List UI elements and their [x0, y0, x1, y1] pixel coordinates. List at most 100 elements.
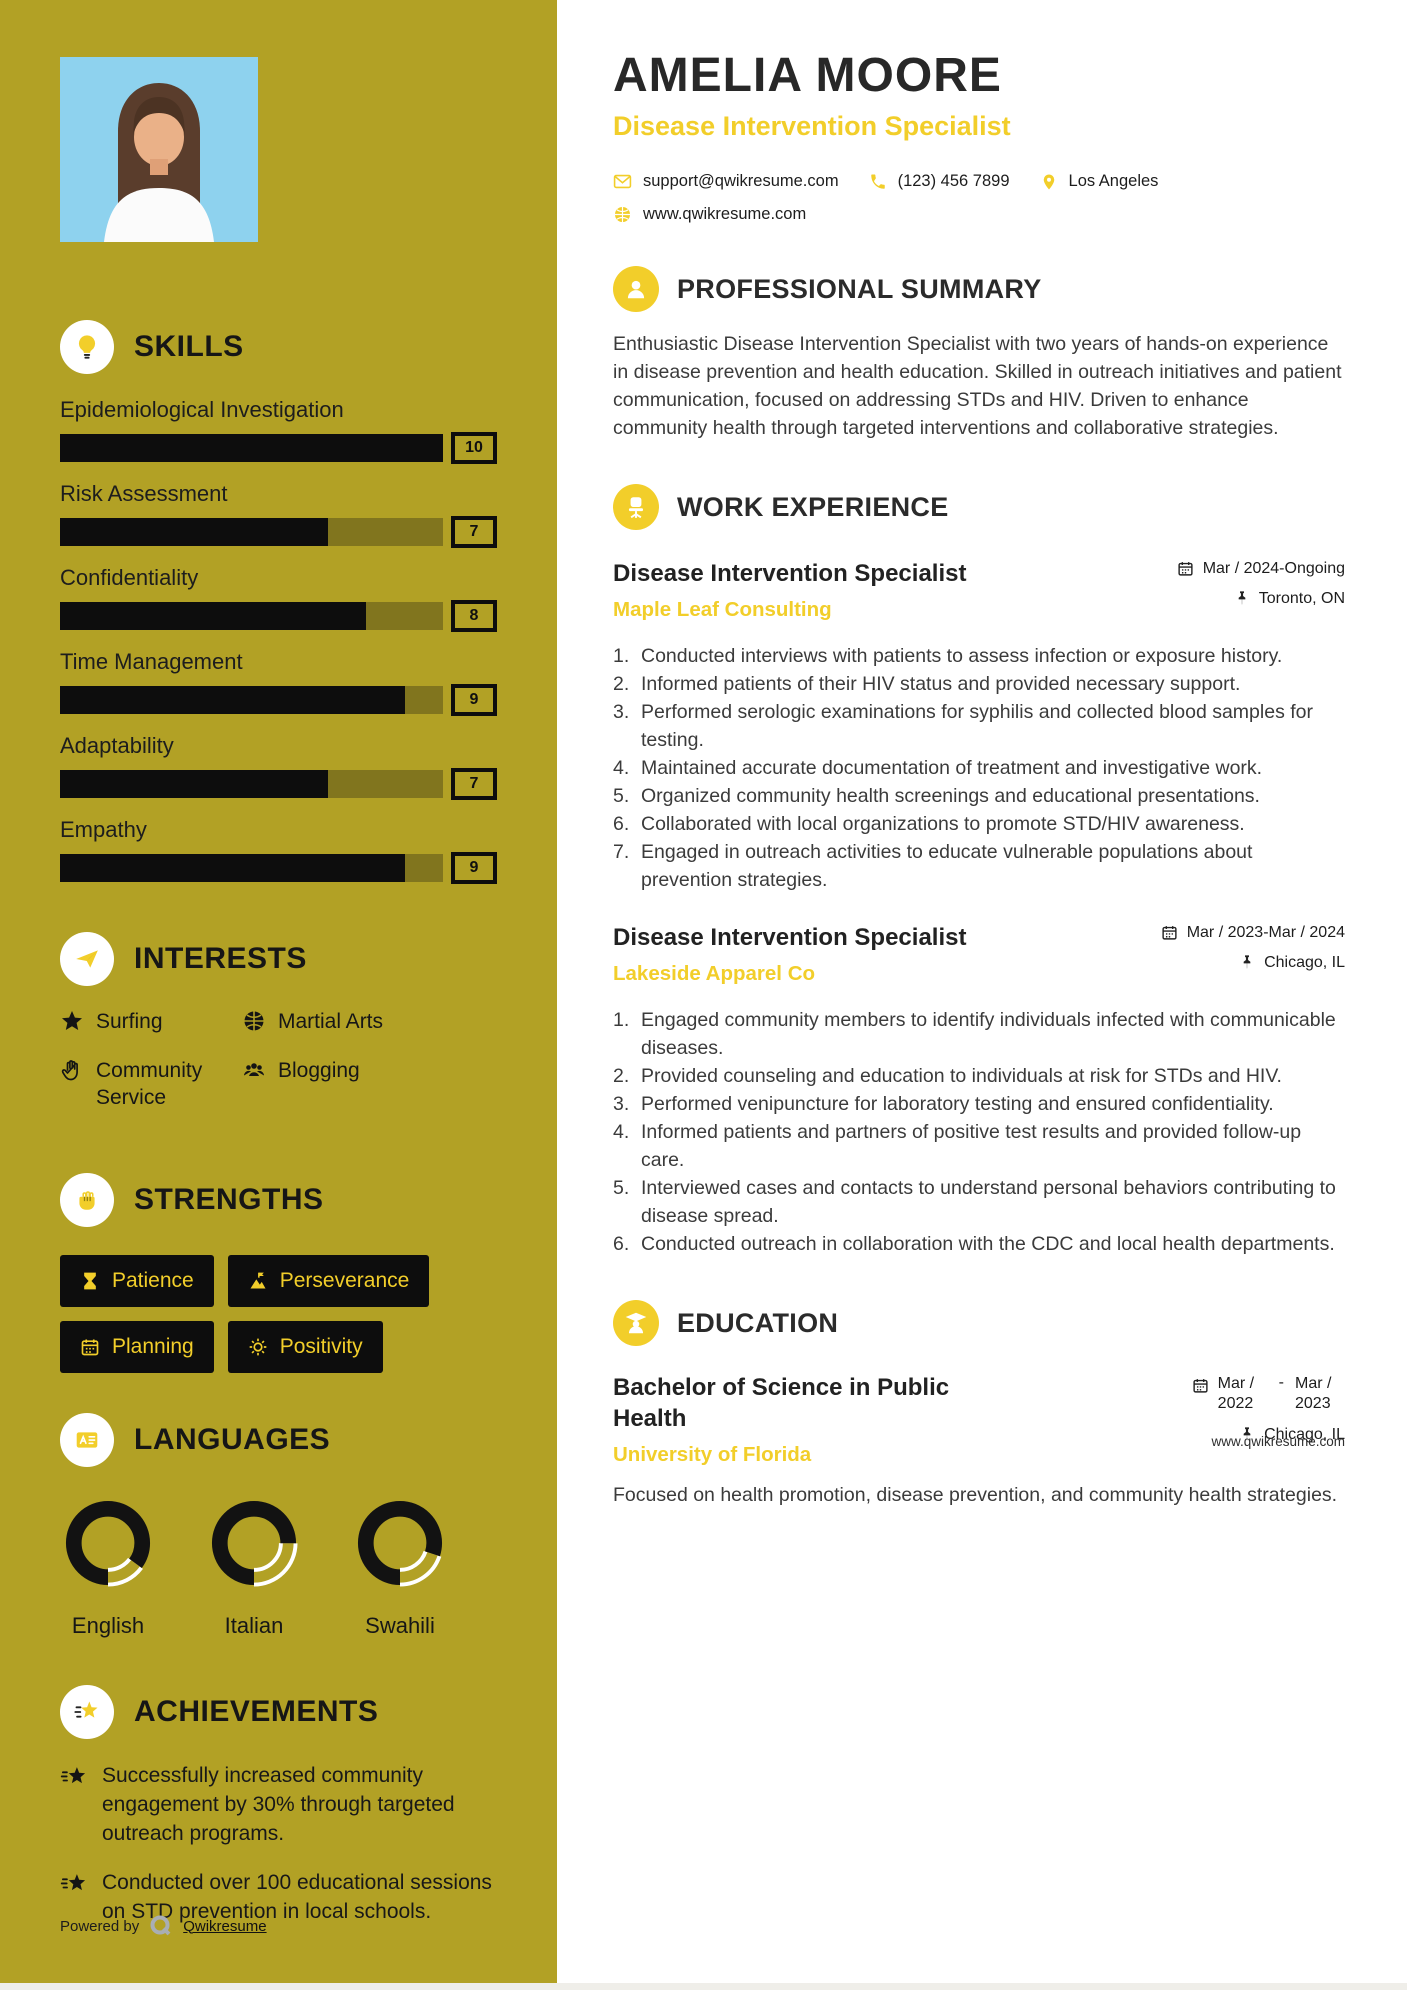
language-item: English: [60, 1499, 156, 1639]
education-section-header: EDUCATION: [613, 1300, 1345, 1346]
language-label: English: [71, 1613, 145, 1638]
achievements-section-header: ACHIEVEMENTS: [60, 1685, 497, 1739]
language-item: Italian: [206, 1499, 302, 1639]
contact-email[interactable]: support@qwikresume.com: [613, 172, 839, 191]
calendar-icon: [1193, 1379, 1208, 1393]
jobs-list: Disease Intervention Specialist Maple Le…: [613, 558, 1345, 1258]
skill-track: [60, 854, 443, 882]
job-role: Disease Intervention Specialist: [613, 924, 967, 951]
person-icon: [613, 266, 659, 312]
achievement-item: Conducted over 100 educational sessions …: [60, 1868, 497, 1926]
date-separator: -: [1278, 1374, 1284, 1391]
job-location: Chicago, IL: [1239, 954, 1345, 972]
achievement-text: Successfully increased community engagem…: [102, 1764, 455, 1845]
skill-item: Adaptability 7: [60, 732, 497, 800]
strengths-section-header: STRENGTHS: [60, 1173, 497, 1227]
job-bullet: Maintained accurate documentation of tre…: [613, 754, 1263, 782]
skill-item: Empathy 9: [60, 816, 497, 884]
summary-section-header: PROFESSIONAL SUMMARY: [613, 266, 1345, 312]
skill-label: Risk Assessment: [60, 481, 228, 506]
skill-label: Epidemiological Investigation: [60, 397, 344, 422]
job-bullets: Engaged community members to identify in…: [613, 1006, 1345, 1258]
language-label: Swahili: [365, 1613, 435, 1638]
job-bullet: Informed patients and partners of positi…: [613, 1118, 1302, 1171]
skill-bar: 7: [60, 516, 497, 548]
strength-label: Positivity: [279, 1335, 363, 1358]
skills-list: Epidemiological Investigation 10 Risk As…: [60, 396, 497, 884]
qwikresume-logo: [150, 1915, 171, 1936]
users-icon: [244, 1063, 264, 1076]
skills-title: SKILLS: [134, 330, 244, 363]
strength-label: Perseverance: [279, 1269, 410, 1292]
sidebar: SKILLS Epidemiological Investigation 10 …: [0, 0, 557, 1990]
education-title: EDUCATION: [677, 1307, 839, 1338]
shooting-star-icon: [60, 1685, 114, 1739]
skill-track: [60, 686, 443, 714]
skill-fill: [60, 854, 405, 882]
skill-value: 7: [451, 516, 497, 548]
sun-icon: [249, 1338, 267, 1356]
summary-text: Enthusiastic Disease Intervention Specia…: [613, 333, 1342, 439]
skill-track: [60, 518, 443, 546]
interest-label: Martial Arts: [278, 1010, 384, 1033]
job-location: Toronto, ON: [1234, 590, 1345, 608]
skill-value: 9: [451, 852, 497, 884]
strength-label: Patience: [112, 1269, 194, 1292]
experience-title: WORK EXPERIENCE: [677, 491, 949, 522]
pushpin-icon: [1238, 591, 1246, 605]
contact-phone: (123) 456 7899: [869, 172, 1010, 191]
lightbulb-icon: [60, 320, 114, 374]
job-company: Lakeside Apparel Co: [613, 962, 816, 985]
skill-item: Time Management 9: [60, 648, 497, 716]
job-dates: Mar / 2023-Mar / 2024: [1161, 924, 1345, 942]
skill-value: 10: [451, 432, 497, 464]
skill-bar: 9: [60, 852, 497, 884]
skill-value: 9: [451, 684, 497, 716]
job-bullet: Conducted interviews with patients to as…: [613, 642, 1283, 670]
strength-pill: Perseverance: [227, 1255, 430, 1307]
strength-pill: Planning: [60, 1321, 214, 1373]
bottom-strip: [0, 1983, 1407, 1990]
skill-item: Risk Assessment 7: [60, 480, 497, 548]
language-donut-chart: [210, 1499, 298, 1587]
calendar-icon: [1178, 562, 1193, 576]
main-column: AMELIA MOORE Disease Intervention Specia…: [557, 0, 1407, 1509]
calendar-icon: [1162, 926, 1177, 940]
contact-website[interactable]: www.qwikresume.com: [613, 205, 806, 224]
contact-location: Los Angeles: [1040, 172, 1158, 191]
achievement-text: Conducted over 100 educational sessions …: [102, 1871, 492, 1923]
language-donut-chart: [64, 1499, 152, 1587]
job-bullet: Organized community health screenings an…: [613, 782, 1260, 810]
education-entry: Bachelor of Science in Public Health Uni…: [613, 1372, 1345, 1509]
skill-bar: 10: [60, 432, 497, 464]
job-entry: Disease Intervention Specialist Lakeside…: [613, 922, 1345, 1258]
job-bullet: Engaged community members to identify in…: [613, 1006, 1336, 1059]
mountain-flag-icon: [250, 1272, 266, 1289]
job-bullet: Interviewed cases and contacts to unders…: [613, 1174, 1336, 1227]
job-bullets: Conducted interviews with patients to as…: [613, 642, 1345, 894]
graduate-icon: [613, 1300, 659, 1346]
skill-item: Epidemiological Investigation 10: [60, 396, 497, 464]
languages-section-header: LANGUAGES: [60, 1413, 497, 1467]
skill-label: Empathy: [60, 817, 147, 842]
footer-website: www.qwikresume.com: [1211, 1434, 1345, 1449]
degree-name: Bachelor of Science in Public Health: [613, 1374, 950, 1432]
skill-fill: [60, 686, 405, 714]
candidate-name: AMELIA MOORE: [613, 49, 1002, 102]
job-bullet: Informed patients of their HIV status an…: [613, 670, 1241, 698]
school-name: University of Florida: [613, 1443, 812, 1466]
paper-plane-icon: [60, 932, 114, 986]
office-chair-icon: [613, 484, 659, 530]
achievements-list: Successfully increased community engagem…: [60, 1761, 497, 1926]
globe-icon: [244, 1011, 264, 1031]
skill-bar: 9: [60, 684, 497, 716]
skill-value: 8: [451, 600, 497, 632]
education-location: Chicago, IL: [1239, 1426, 1345, 1444]
qwikresume-link[interactable]: Qwikresume: [183, 1917, 267, 1935]
education-dates: Mar / 2022 - Mar / 2023: [1192, 1374, 1345, 1414]
skill-track: [60, 770, 443, 798]
interest-label: Blogging: [278, 1059, 360, 1082]
language-item: Swahili: [352, 1499, 448, 1639]
job-bullet: Conducted outreach in collaboration with…: [613, 1230, 1335, 1258]
job-entry: Disease Intervention Specialist Maple Le…: [613, 558, 1345, 894]
